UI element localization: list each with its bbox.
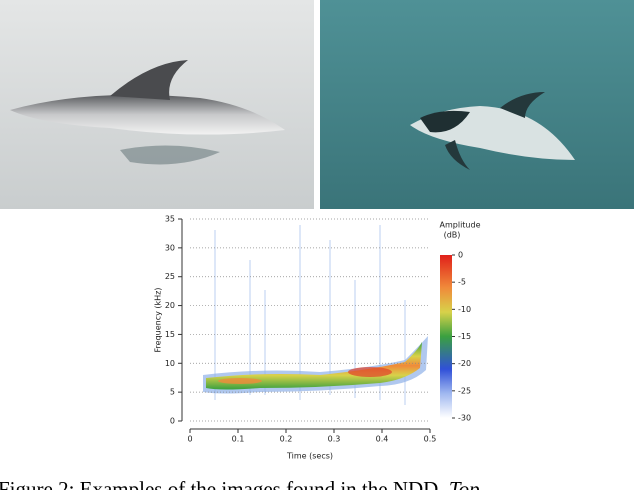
caption-emphasis: Top (449, 477, 480, 490)
y-tick-label: 35 (165, 215, 175, 224)
y-axis-label: Frequency (kHz) (154, 288, 163, 353)
colorbar-tick-label: -25 (458, 386, 471, 395)
colorbar-tick-label: -5 (458, 278, 466, 287)
x-tick-label: 0.3 (328, 435, 341, 444)
y-tick-label: 5 (170, 388, 175, 397)
colorbar-tick-label: -20 (458, 359, 471, 368)
spectrogram-image (203, 225, 428, 405)
colorbar (440, 255, 452, 418)
x-tick-label: 0.5 (424, 435, 437, 444)
y-tick-label: 15 (165, 330, 175, 339)
colorbar-tick-label: -15 (458, 332, 471, 341)
x-tick-label: 0.1 (232, 435, 245, 444)
x-tick-label: 0 (187, 435, 192, 444)
colorbar-tick-label: -30 (458, 414, 471, 423)
y-tick-label: 20 (165, 301, 175, 310)
colorbar-tick-label: 0 (458, 251, 463, 260)
y-tick-label: 25 (165, 272, 175, 281)
x-tick-label: 0.4 (376, 435, 389, 444)
caption-text: Figure 2: Examples of the images found i… (0, 477, 449, 490)
y-tick-label: 30 (165, 243, 175, 252)
photo-left (0, 0, 314, 209)
caption: Figure 2: Examples of the images found i… (0, 477, 480, 490)
x-axis-label: Time (secs) (286, 452, 333, 461)
colorbar-title: (dB) (444, 231, 461, 240)
photo-right (320, 0, 634, 209)
colorbar-title: Amplitude (440, 221, 481, 230)
colorbar-tick-label: -10 (458, 305, 471, 314)
y-tick-label: 10 (165, 359, 175, 368)
x-tick-label: 0.2 (280, 435, 293, 444)
y-tick-label: 0 (170, 417, 175, 426)
